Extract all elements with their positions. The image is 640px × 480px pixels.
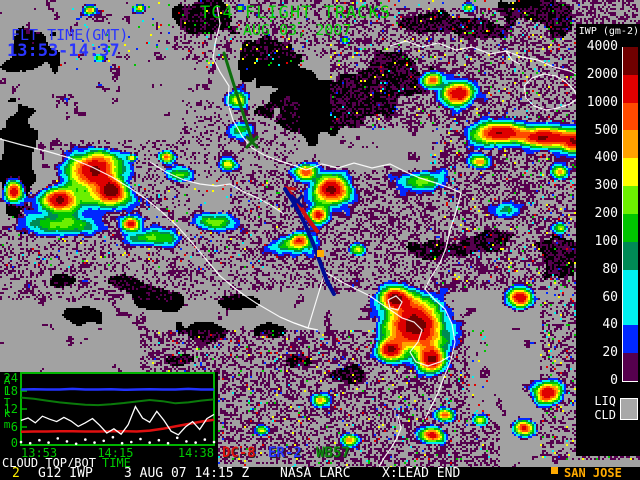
y-axis-label-char: k [4, 407, 11, 420]
colorbar-tick-label: 1000 [586, 94, 618, 110]
cloud-bottom-dot [28, 441, 32, 445]
colorbar-tick-label: 40 [602, 317, 618, 333]
colorbar-tick-label: 80 [602, 261, 618, 277]
colorbar-segment [623, 74, 638, 103]
flight-time-value: 13:53-14:37 [7, 41, 120, 61]
cloud-bottom-dot [139, 437, 142, 441]
product-label: G12 IWP [38, 466, 93, 480]
series-er-2 [20, 387, 214, 392]
y-tick-label: 6 [11, 420, 18, 434]
cloud-bottom-dot [93, 441, 96, 444]
iwp-colorbar-panel: IWP (gm-2) 4000 2000 1000 500 400 300 200 100 80… [576, 24, 640, 456]
liquid-cloud-label2: CLD [594, 408, 616, 422]
y-tick-label: 12 [4, 402, 18, 416]
colorbar-tick-label: 60 [602, 289, 618, 305]
colorbar-tick-label: 0 [610, 373, 618, 388]
y-axis-label-char: m [4, 418, 11, 431]
colorbar-segment [623, 102, 638, 131]
colorbar-tick-label: 100 [594, 233, 618, 249]
cloud-bottom-dot [47, 441, 50, 444]
y-axis-label-char: T [4, 396, 11, 409]
colorbar-segment [623, 213, 638, 242]
cloud-bottom-dot [157, 438, 161, 442]
colorbar-tick-label: 400 [594, 150, 618, 166]
cloud-bottom-dot [175, 436, 179, 440]
date-label: AUG 03, 2007 [243, 21, 352, 39]
y-tick-label: 18 [4, 384, 18, 398]
status-bar: 2 G12 IWP 3 AUG 07 14:15 Z NASA LARC X:L… [0, 467, 640, 480]
cloud-bottom-dot [148, 441, 151, 444]
colorbar-tick-label: 20 [602, 345, 618, 361]
cloud-bottom-dot [19, 440, 23, 444]
cloud-bottom-dot [129, 440, 133, 444]
y-tick-label: 24 [4, 372, 18, 385]
colorbar-segment [623, 241, 638, 270]
cloud-bottom-dot [185, 440, 188, 443]
cloud-bottom-dot [102, 439, 106, 443]
y-tick-label: 0 [11, 436, 18, 450]
colorbar-tick-label: 2000 [586, 66, 618, 82]
inset-caption: CLOUD TOP/BOT [2, 456, 96, 470]
chart-frame [20, 372, 215, 446]
station-square-icon [551, 467, 558, 474]
colorbar-segment [623, 47, 638, 75]
flight-time-label: FLT TIME(GMT) [11, 26, 129, 44]
colorbar-tick-label: 4000 [586, 39, 618, 54]
liquid-cloud-label: LIQ [594, 394, 616, 408]
series-cloud-top [20, 405, 215, 436]
colorbar-segment [623, 158, 638, 187]
agency-label: NASA LARC [280, 466, 351, 480]
colorbar-scale [622, 47, 638, 382]
frame-number: 2 [12, 466, 20, 480]
colorbar-segment [623, 269, 638, 298]
colorbar-tick-label: 500 [594, 122, 618, 138]
colorbar-segment [623, 186, 638, 214]
cloud-bottom-dot [84, 438, 87, 441]
y-axis-label-char: L [4, 385, 11, 398]
cloud-bottom-dot [194, 441, 197, 444]
colorbar-segment [623, 130, 638, 159]
series-wb57 [20, 396, 215, 407]
colorbar-tick-label: 300 [594, 178, 618, 194]
colorbar-tick-label: 200 [594, 206, 618, 221]
colorbar-segment [623, 297, 638, 326]
san-jose-marker [317, 250, 324, 257]
cloud-bottom-dot [166, 441, 170, 445]
cloud-bottom-dot [111, 435, 115, 439]
inset-time-label: TIME [102, 456, 131, 470]
legend-wb57: WB57 [316, 445, 350, 461]
colorbar-segment [623, 325, 638, 354]
cloud-bottom-dot [56, 437, 60, 440]
cloud-bottom-dot [203, 438, 207, 441]
cloud-bottom-dot [120, 441, 124, 445]
cloud-bottom-dot [74, 442, 78, 446]
image-datetime: 3 AUG 07 14:15 Z [124, 466, 250, 480]
y-axis-label-char: A [4, 374, 11, 387]
cloud-bottom-dot [65, 440, 69, 443]
cloud-bottom-dot [212, 440, 216, 444]
series-dc-8 [20, 418, 215, 434]
colorbar-segment [623, 353, 638, 381]
legend-dc8: DC-8 [222, 445, 256, 461]
cloud-bottom-dot [38, 438, 41, 442]
colorbar-title: IWP (gm-2) [578, 26, 639, 37]
station-label: SAN JOSE [564, 466, 622, 480]
legend-er2: ER-2 [268, 445, 302, 461]
lead-end-note: X:LEAD END [382, 466, 461, 480]
page-title: TC4 FLIGHT TRACKS [200, 3, 391, 23]
x-tick-label: 14:38 [178, 446, 214, 460]
liquid-cloud-swatch [620, 398, 638, 420]
